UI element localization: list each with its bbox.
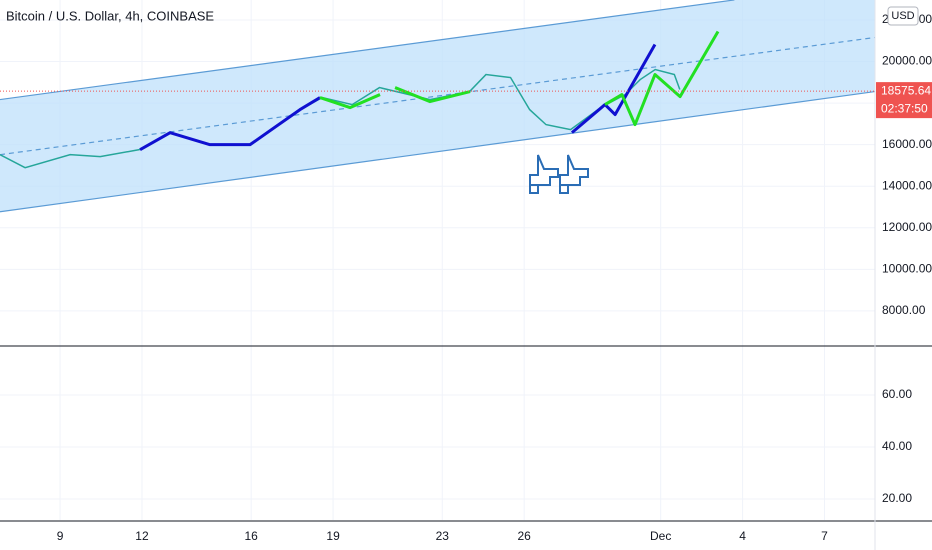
currency-badge: [887, 6, 919, 26]
channel-line: [0, 36, 875, 156]
x-tick-label: 9: [57, 529, 64, 543]
countdown-label: 02:37:50: [881, 101, 928, 115]
x-tick-label: Dec: [650, 529, 671, 543]
y-tick-label: 16000.00: [882, 137, 932, 151]
channel-fill: [0, 0, 875, 212]
drawn-line: [570, 43, 657, 134]
y-tick-label: 12000.00: [882, 220, 932, 234]
last-price-label: 18575.64: [881, 83, 931, 97]
hand-icon: [559, 154, 589, 194]
drawn-line: [319, 93, 381, 110]
x-tick-label: 16: [244, 529, 258, 543]
channel-line: [0, 90, 875, 213]
x-tick-label: 7: [821, 529, 828, 543]
hand-icons: [529, 154, 589, 194]
drawn-line: [139, 96, 321, 151]
drawn-line: [604, 30, 720, 127]
x-tick-label: 26: [518, 529, 532, 543]
plot-area: [0, 0, 875, 213]
chart-title: Bitcoin / U.S. Dollar, 4h, COINBASE: [6, 8, 214, 23]
channel-line: [0, 0, 735, 101]
x-tick-label: 19: [326, 529, 340, 543]
y2-tick-label: 20.00: [882, 491, 912, 505]
y-tick-label: 20000.00: [882, 54, 932, 68]
drawn-line: [394, 86, 471, 104]
hand-icon: [529, 154, 559, 194]
y-tick-label: 14000.00: [882, 178, 932, 192]
last-price-badge: [876, 82, 932, 119]
y2-tick-label: 60.00: [882, 387, 912, 401]
x-tick-label: 12: [135, 529, 149, 543]
y-tick-label: 8000.00: [882, 303, 926, 317]
y-tick-label: 10000.00: [882, 262, 932, 276]
x-tick-label: 4: [739, 529, 746, 543]
currency-label: USD: [891, 10, 914, 22]
x-tick-label: 23: [436, 529, 450, 543]
y2-tick-label: 40.00: [882, 439, 912, 453]
axes: 9 12 16 19 23 26 Dec 4 7 8000.00 10000.00 12000.00 1…: [57, 6, 932, 543]
